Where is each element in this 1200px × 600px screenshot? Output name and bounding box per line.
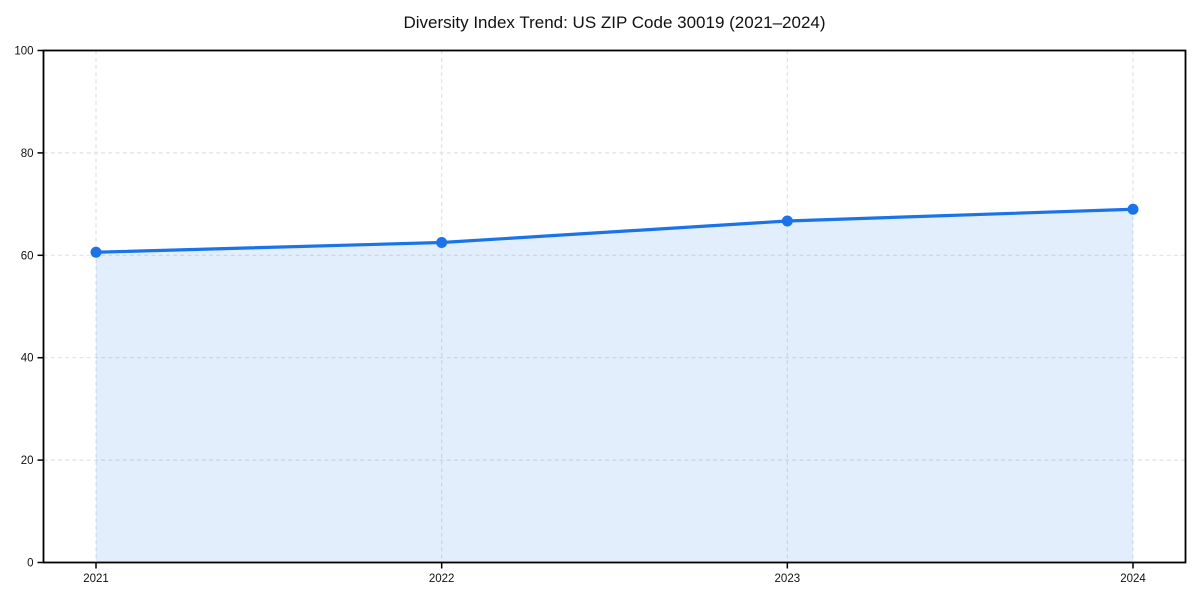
y-tick-label: 100 [14,46,33,58]
y-tick-label: 60 [21,250,34,262]
y-tick-label: 80 [21,148,34,160]
chart-title: Diversity Index Trend: US ZIP Code 30019… [403,13,826,32]
x-tick-label: 2021 [83,573,109,585]
y-tick-label: 40 [21,353,34,365]
x-tick-label: 2022 [429,573,455,585]
data-point-2023 [781,215,793,227]
y-tick-label: 0 [27,558,33,570]
plot-border [42,49,1187,564]
area-fill [96,209,1133,563]
data-point-2024 [1127,203,1139,215]
y-tick-label: 20 [21,455,34,467]
x-tick-label: 2023 [775,573,801,585]
data-point-2022 [436,237,448,248]
trend-line [94,207,1135,254]
x-tick-label: 2024 [1120,573,1146,585]
data-point-2021 [90,246,102,258]
